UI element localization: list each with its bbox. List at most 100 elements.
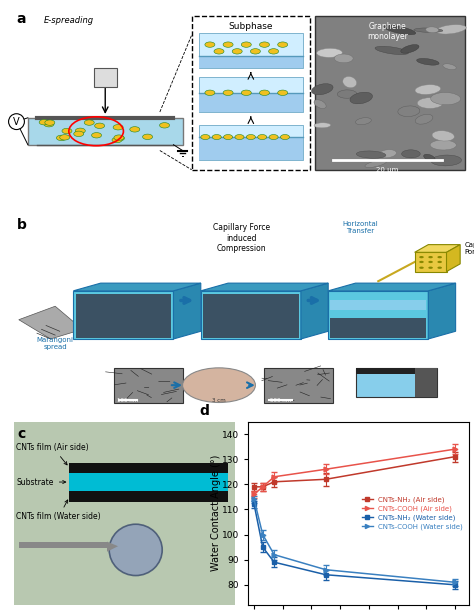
Text: Capillary
Pores: Capillary Pores: [465, 242, 474, 255]
Text: Horizontal
Transfer: Horizontal Transfer: [342, 221, 378, 234]
Ellipse shape: [223, 42, 233, 47]
Ellipse shape: [112, 137, 122, 143]
Bar: [94, 68, 117, 87]
Ellipse shape: [95, 123, 105, 128]
Ellipse shape: [419, 266, 424, 269]
Ellipse shape: [259, 42, 270, 47]
Bar: [73, 291, 173, 339]
Ellipse shape: [74, 131, 84, 136]
Ellipse shape: [246, 134, 255, 139]
Bar: [199, 33, 303, 68]
Polygon shape: [28, 118, 182, 145]
Bar: [356, 368, 438, 373]
Polygon shape: [107, 541, 118, 552]
Ellipse shape: [419, 261, 424, 263]
Ellipse shape: [432, 131, 455, 141]
Legend: CNTs-NH₂ (Air side), CNTs-COOH (Air side), CNTs-NH₂ (Water side), CNTs-COOH (Wat: CNTs-NH₂ (Air side), CNTs-COOH (Air side…: [359, 493, 466, 533]
Bar: [330, 301, 426, 310]
Polygon shape: [415, 244, 460, 252]
Text: Marangoni
spread: Marangoni spread: [36, 337, 73, 349]
Bar: [201, 291, 301, 339]
Ellipse shape: [115, 136, 125, 141]
Ellipse shape: [278, 90, 288, 95]
Ellipse shape: [314, 100, 326, 109]
Bar: [199, 137, 303, 160]
Ellipse shape: [114, 135, 124, 141]
Bar: [199, 93, 303, 112]
Bar: [70, 463, 228, 473]
Ellipse shape: [241, 42, 251, 47]
Ellipse shape: [415, 114, 433, 124]
Text: a: a: [17, 12, 26, 26]
Ellipse shape: [426, 27, 438, 33]
Bar: [328, 291, 428, 339]
Bar: [203, 295, 299, 338]
Ellipse shape: [269, 134, 278, 139]
Ellipse shape: [398, 106, 420, 117]
Text: 100 nm: 100 nm: [118, 398, 138, 403]
Ellipse shape: [278, 42, 288, 47]
Text: Subphase: Subphase: [228, 21, 273, 31]
Ellipse shape: [241, 90, 251, 95]
Bar: [199, 78, 303, 112]
Bar: [191, 16, 310, 170]
Ellipse shape: [314, 123, 331, 128]
Ellipse shape: [212, 134, 221, 139]
Ellipse shape: [428, 266, 433, 269]
Ellipse shape: [113, 125, 123, 130]
Polygon shape: [415, 252, 447, 271]
Text: V: V: [13, 117, 20, 126]
Ellipse shape: [431, 155, 462, 166]
Bar: [70, 473, 228, 491]
Ellipse shape: [424, 154, 435, 161]
Bar: [356, 368, 438, 397]
Ellipse shape: [39, 120, 49, 125]
Text: CNTs film (Air side): CNTs film (Air side): [17, 443, 89, 465]
Ellipse shape: [401, 150, 420, 158]
Ellipse shape: [201, 134, 210, 139]
Ellipse shape: [223, 90, 233, 95]
Ellipse shape: [281, 134, 290, 139]
Ellipse shape: [44, 122, 54, 127]
Text: Substrate: Substrate: [17, 478, 66, 486]
Ellipse shape: [311, 84, 333, 95]
Ellipse shape: [235, 134, 244, 139]
Ellipse shape: [428, 261, 433, 263]
Text: CNTs film (Water side): CNTs film (Water side): [17, 500, 101, 521]
Ellipse shape: [224, 134, 233, 139]
Ellipse shape: [269, 49, 279, 54]
Ellipse shape: [343, 76, 356, 88]
Bar: [199, 56, 303, 68]
Text: Graphene
monolayer: Graphene monolayer: [367, 21, 408, 41]
Ellipse shape: [130, 126, 140, 132]
Text: 20 μm: 20 μm: [376, 167, 399, 173]
Ellipse shape: [401, 45, 419, 53]
Polygon shape: [428, 283, 456, 339]
Text: 3 cm: 3 cm: [212, 398, 226, 403]
Ellipse shape: [415, 85, 440, 95]
Polygon shape: [201, 283, 328, 291]
Ellipse shape: [160, 123, 170, 128]
Polygon shape: [328, 283, 456, 291]
Text: b: b: [17, 218, 27, 232]
Y-axis label: Water Contact Angle (°): Water Contact Angle (°): [211, 455, 221, 571]
Polygon shape: [19, 306, 82, 339]
Bar: [199, 125, 303, 160]
Ellipse shape: [91, 133, 101, 138]
Bar: [76, 295, 171, 338]
Ellipse shape: [205, 42, 215, 47]
Ellipse shape: [45, 120, 55, 125]
Ellipse shape: [182, 368, 255, 403]
Polygon shape: [73, 283, 201, 291]
Ellipse shape: [375, 46, 409, 54]
Bar: [70, 491, 228, 502]
Text: 500 nm: 500 nm: [270, 398, 291, 403]
Ellipse shape: [414, 28, 443, 32]
Bar: [415, 368, 438, 397]
Ellipse shape: [356, 118, 371, 125]
Ellipse shape: [317, 48, 342, 57]
Bar: [330, 318, 426, 338]
Ellipse shape: [350, 92, 373, 104]
Text: E-spreading: E-spreading: [44, 16, 94, 24]
Ellipse shape: [438, 261, 442, 263]
